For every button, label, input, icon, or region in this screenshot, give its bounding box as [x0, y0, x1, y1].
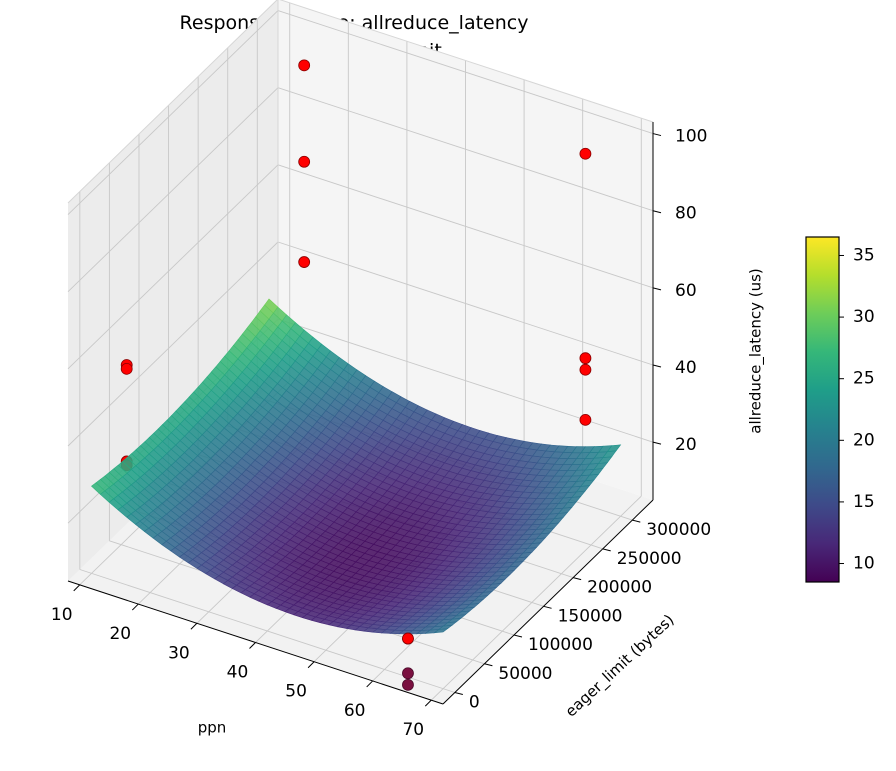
z-tick [652, 441, 662, 445]
colorbar-tick-label: 25 [853, 369, 875, 389]
y-tick [602, 548, 611, 552]
y-tick-label: 100000 [528, 635, 593, 655]
y-tick-label: 300000 [646, 520, 711, 540]
z-tick-label: 100 [675, 127, 707, 147]
x-tick-label: 20 [109, 624, 131, 644]
z-tick-label: 40 [675, 358, 697, 378]
z-tick [652, 364, 662, 368]
x-tick [424, 699, 432, 707]
pane-edge [67, 0, 278, 204]
y-tick-label: 250000 [617, 549, 682, 569]
x-tick [73, 584, 81, 592]
x-tick [366, 680, 374, 688]
z-tick-label: 20 [675, 435, 697, 455]
response-surface [91, 298, 622, 635]
gridline-z [67, 164, 279, 370]
x-tick-label: 60 [344, 701, 366, 721]
y-tick [513, 634, 523, 638]
x-tick-label: 30 [168, 643, 190, 663]
data-point [298, 59, 311, 72]
gridline-z [67, 10, 279, 215]
x-tick [190, 622, 198, 630]
y-tick [484, 663, 493, 667]
data-point [402, 632, 414, 645]
z-tick [652, 287, 662, 291]
pane-edge [279, 0, 654, 123]
gridline-z [277, 164, 654, 289]
y-tick-label: 150000 [558, 606, 623, 626]
data-point [120, 362, 133, 375]
data-point [402, 678, 414, 691]
left-pane [68, 0, 278, 581]
axes [67, 122, 662, 707]
y-tick [632, 519, 641, 523]
colorbar-gradient [805, 236, 840, 583]
data-point [298, 256, 311, 268]
gridline-y [79, 569, 455, 693]
colorbar-tick-label: 20 [853, 430, 875, 450]
y-tick [454, 692, 463, 695]
y-axis-label: eager_limit (bytes) [562, 611, 679, 721]
scatter-points-front [402, 632, 414, 691]
data-point [298, 155, 311, 168]
data-point [402, 667, 414, 680]
y-tick [573, 577, 582, 581]
y-axis-line [442, 499, 654, 705]
gridline-z [277, 10, 654, 134]
z-axis-label: allreduce_latency (us) [747, 268, 766, 434]
z-tick [652, 210, 662, 214]
colorbar-tick-label: 10 [853, 554, 875, 574]
y-tick [543, 605, 552, 609]
x-tick [131, 603, 139, 611]
gridline-x [430, 495, 642, 701]
surface-facet [433, 628, 449, 634]
z-tick [652, 133, 662, 137]
y-tick-label: 200000 [587, 578, 652, 598]
colorbar-tick-label: 35 [853, 245, 875, 265]
data-point [579, 352, 592, 365]
y-tick-label: 50000 [498, 664, 552, 684]
gridline-z [277, 241, 654, 366]
data-point [579, 363, 592, 376]
x-axis-label: ppn [198, 719, 227, 737]
gridline-z [277, 87, 654, 212]
colorbar-tick-label: 30 [853, 307, 875, 327]
data-point [579, 147, 592, 160]
x-tick-label: 10 [51, 605, 73, 625]
y-tick-label: 0 [469, 693, 480, 713]
colorbar: 10 15 20 25 30 35 [805, 236, 875, 583]
gridline-z [67, 241, 279, 447]
x-tick-label: 40 [227, 663, 249, 683]
z-tick-label: 80 [675, 204, 697, 224]
data-point [579, 413, 592, 426]
x-tick [307, 661, 315, 669]
x-tick [249, 642, 256, 649]
x-tick-label: 70 [402, 720, 424, 740]
x-tick-label: 50 [285, 682, 307, 702]
gridline-z [67, 87, 279, 293]
z-tick-label: 60 [675, 281, 697, 301]
colorbar-tick-label: 15 [853, 492, 875, 512]
